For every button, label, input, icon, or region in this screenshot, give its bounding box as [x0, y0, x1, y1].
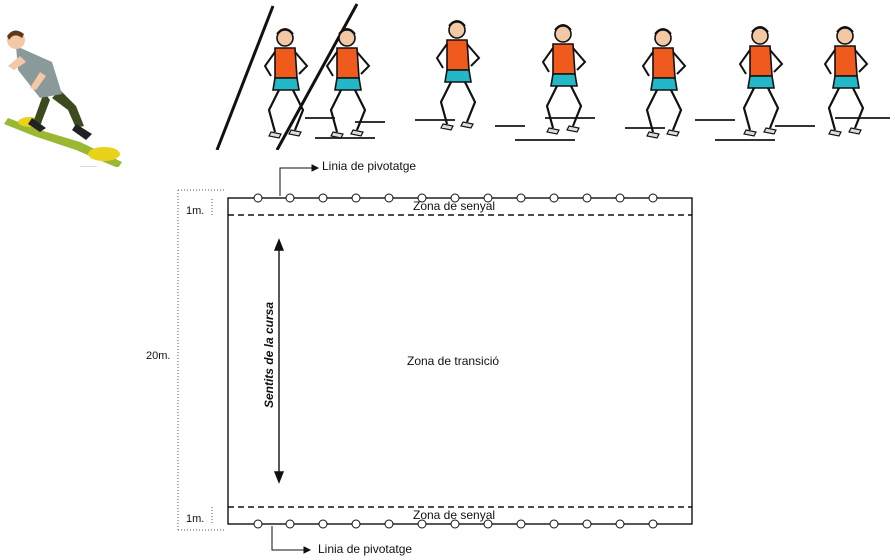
dimension-top-label: 1m. — [186, 205, 205, 217]
pivot-markers-bottom — [253, 519, 658, 529]
signal-zone-label-bottom: Zona de senyal — [413, 508, 496, 522]
pivot-markers-top — [253, 193, 658, 203]
dimension-total-label: 20m. — [146, 350, 171, 362]
transition-zone-label: Zona de transició — [407, 354, 500, 368]
sprinter-start-illustration: ______ — [4, 30, 122, 167]
pivot-pointer-bottom — [271, 526, 312, 554]
dimension-lines — [177, 189, 226, 531]
zone-rectangle — [227, 197, 693, 525]
svg-text:______: ______ — [79, 162, 97, 167]
relay-runners-sequence — [215, 3, 890, 150]
direction-arrow — [273, 238, 285, 484]
pivot-line-label-bottom: Linia de pivotatge — [318, 542, 413, 556]
pivot-line-label-top: Linia de pivotatge — [322, 159, 417, 173]
race-direction-label: Sentits de la cursa — [262, 301, 276, 409]
dimension-bottom-label: 1m. — [186, 513, 205, 525]
pivot-pointer-top — [279, 164, 320, 196]
signal-zone-label-top: Zona de senyal — [413, 199, 496, 213]
